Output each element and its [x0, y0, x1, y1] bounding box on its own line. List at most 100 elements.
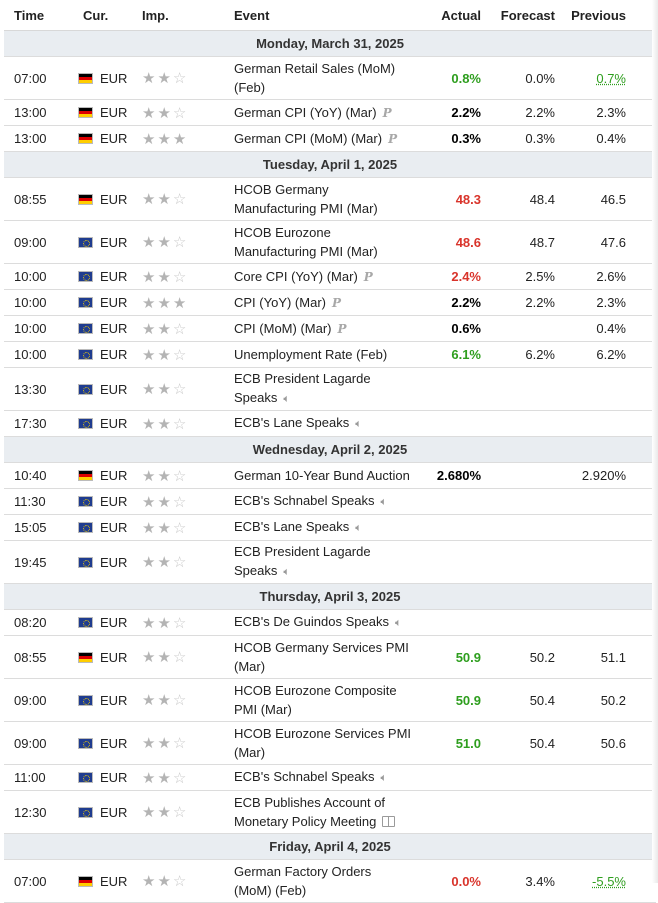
event-row[interactable]: 13:00 EUR ★★☆ German CPI (YoY) (Mar) P 2.2% 2.… [4, 99, 656, 126]
star-filled-icon: ★ [142, 769, 158, 787]
event-name[interactable]: ECB Publishes Account of Monetary Policy… [222, 790, 415, 834]
event-title[interactable]: ECB's Lane Speaks [234, 519, 350, 534]
event-row[interactable]: 09:00 EUR ★★☆ HCOB Eurozone Services PMI (M… [4, 721, 656, 765]
event-time: 10:40 [4, 462, 66, 489]
event-name[interactable]: HCOB Eurozone Manufacturing PMI (Mar) [222, 220, 415, 264]
event-name[interactable]: Core CPI (YoY) (Mar) P [222, 263, 415, 290]
event-row[interactable]: 09:00 EUR ★★☆ HCOB Eurozone Composite PMI (… [4, 678, 656, 722]
event-title[interactable]: CPI (MoM) (Mar) [234, 320, 332, 336]
event-name[interactable]: German CPI (MoM) (Mar) P [222, 125, 415, 152]
event-row[interactable]: 13:30 EUR ★★☆ ECB President Lagarde Speaks 🔈… [4, 367, 656, 411]
event-row[interactable]: 11:00 EUR ★★☆ ECB's Schnabel Speaks 🔈︎ [4, 764, 656, 791]
event-name[interactable]: HCOB Eurozone Services PMI (Mar) [222, 721, 415, 765]
event-name[interactable]: HCOB Germany Manufacturing PMI (Mar) [222, 177, 415, 221]
event-name[interactable]: German 10-Year Bund Auction [222, 462, 415, 489]
event-title[interactable]: Core CPI (YoY) (Mar) [234, 268, 358, 284]
event-previous [569, 764, 656, 791]
header-time[interactable]: Time [4, 0, 66, 31]
event-name[interactable]: ECB's Schnabel Speaks 🔈︎ [222, 488, 415, 515]
event-title[interactable]: German CPI (MoM) (Mar) [234, 130, 383, 146]
event-title[interactable]: HCOB Germany Manufacturing PMI (Mar) [234, 182, 378, 216]
event-title[interactable]: ECB Publishes Account of Monetary Policy… [234, 795, 386, 829]
event-row[interactable]: 08:55 EUR ★★☆ HCOB Germany Services PMI (Ma… [4, 635, 656, 679]
event-title[interactable]: ECB's Schnabel Speaks [234, 769, 375, 784]
event-title[interactable]: German Factory Orders (MoM) (Feb) [234, 864, 372, 898]
header-forecast[interactable]: Forecast [493, 0, 569, 31]
event-title[interactable]: German 10-Year Bund Auction [234, 468, 410, 483]
header-previous[interactable]: Previous [569, 0, 656, 31]
event-title[interactable]: HCOB Eurozone Manufacturing PMI (Mar) [234, 225, 378, 259]
event-row[interactable]: 10:00 EUR ★★★ CPI (YoY) (Mar) P 2.2% 2.2% 2.3% [4, 289, 656, 316]
event-actual: 50.9 [415, 635, 493, 679]
event-actual: 48.3 [415, 177, 493, 221]
event-row[interactable]: 12:30 EUR ★★☆ ECB Publishes Account of Mone… [4, 790, 656, 834]
event-currency: EUR [66, 315, 130, 342]
event-currency: EUR [66, 341, 130, 368]
event-row[interactable]: 08:20 EUR ★★☆ ECB's De Guindos Speaks 🔈︎ [4, 609, 656, 636]
currency-code: EUR [100, 191, 128, 207]
event-previous [569, 514, 656, 541]
event-name[interactable]: CPI (YoY) (Mar) P [222, 289, 415, 316]
importance-stars: ★★☆ [130, 859, 222, 903]
event-row[interactable]: 10:40 EUR ★★☆ German 10-Year Bund Auction 2.… [4, 462, 656, 489]
event-name[interactable]: HCOB Germany Services PMI (Mar) [222, 635, 415, 679]
event-actual [415, 410, 493, 437]
header-event[interactable]: Event [222, 0, 415, 31]
event-time: 10:00 [4, 341, 66, 368]
event-row[interactable]: 09:00 EUR ★★☆ HCOB Eurozone Manufacturing P… [4, 220, 656, 264]
event-title[interactable]: HCOB Germany Services PMI (Mar) [234, 640, 409, 674]
event-name[interactable]: ECB President Lagarde Speaks 🔈︎ [222, 367, 415, 411]
event-title[interactable]: HCOB Eurozone Composite PMI (Mar) [234, 683, 397, 717]
star-filled-icon: ★ [142, 294, 158, 312]
event-row[interactable]: 13:00 EUR ★★★ German CPI (MoM) (Mar) P 0.3% 0.… [4, 125, 656, 152]
date-row: Friday, April 4, 2025 [4, 833, 656, 860]
star-filled-icon: ★ [157, 649, 173, 666]
header-actual[interactable]: Actual [415, 0, 493, 31]
event-actual [415, 764, 493, 791]
event-row[interactable]: 15:05 EUR ★★☆ ECB's Lane Speaks 🔈︎ [4, 514, 656, 541]
previous-value: 50.6 [600, 735, 626, 751]
eu-flag-icon [78, 271, 93, 282]
event-row[interactable]: 08:55 EUR ★★☆ HCOB Germany Manufacturing PM… [4, 177, 656, 221]
event-title[interactable]: CPI (YoY) (Mar) [234, 294, 326, 310]
importance-stars: ★★☆ [130, 678, 222, 722]
event-previous: 46.5 [569, 177, 656, 221]
star-filled-icon: ★ [157, 234, 173, 251]
event-row[interactable]: 07:00 EUR ★★☆ German Retail Sales (MoM) (Fe… [4, 56, 656, 100]
event-row[interactable]: 19:45 EUR ★★☆ ECB President Lagarde Speaks 🔈… [4, 540, 656, 584]
event-name[interactable]: ECB's Lane Speaks 🔈︎ [222, 514, 415, 541]
event-row[interactable]: 11:30 EUR ★★☆ ECB's Schnabel Speaks 🔈︎ [4, 488, 656, 515]
currency-code: EUR [100, 615, 128, 630]
header-importance[interactable]: Imp. [130, 0, 222, 31]
event-row[interactable]: 07:00 EUR ★★☆ German Factory Orders (MoM) (… [4, 859, 656, 903]
currency-code: EUR [100, 520, 128, 535]
event-title[interactable]: Unemployment Rate (Feb) [234, 347, 388, 362]
event-row[interactable]: 10:00 EUR ★★☆ Unemployment Rate (Feb) 6.1% 6.… [4, 341, 656, 368]
event-name[interactable]: German Retail Sales (MoM) (Feb) [222, 56, 415, 100]
event-row[interactable]: 10:00 EUR ★★☆ Core CPI (YoY) (Mar) P 2.4% 2.5%… [4, 263, 656, 290]
event-name[interactable]: German Factory Orders (MoM) (Feb) [222, 859, 415, 903]
event-row[interactable]: 17:30 EUR ★★☆ ECB's Lane Speaks 🔈︎ [4, 410, 656, 437]
event-title[interactable]: ECB President Lagarde Speaks [234, 544, 371, 578]
event-currency: EUR [66, 764, 130, 791]
previous-value: -5.5% [592, 873, 626, 889]
event-title[interactable]: ECB's Schnabel Speaks [234, 493, 375, 508]
event-name[interactable]: ECB's Schnabel Speaks 🔈︎ [222, 764, 415, 791]
event-title[interactable]: ECB's De Guindos Speaks [234, 614, 389, 629]
event-title[interactable]: HCOB Eurozone Services PMI (Mar) [234, 726, 412, 760]
event-name[interactable]: ECB's Lane Speaks 🔈︎ [222, 410, 415, 437]
event-title[interactable]: German CPI (YoY) (Mar) [234, 104, 377, 120]
star-empty-icon: ☆ [172, 873, 189, 890]
event-name[interactable]: ECB's De Guindos Speaks 🔈︎ [222, 609, 415, 636]
event-name[interactable]: HCOB Eurozone Composite PMI (Mar) [222, 678, 415, 722]
event-name[interactable]: German CPI (YoY) (Mar) P [222, 99, 415, 126]
event-name[interactable]: Unemployment Rate (Feb) [222, 341, 415, 368]
event-name[interactable]: CPI (MoM) (Mar) P [222, 315, 415, 342]
event-row[interactable]: 10:00 EUR ★★☆ CPI (MoM) (Mar) P 0.6% 0.4% [4, 315, 656, 342]
event-title[interactable]: ECB President Lagarde Speaks [234, 371, 371, 405]
header-currency[interactable]: Cur. [66, 0, 130, 31]
currency-code: EUR [100, 295, 128, 310]
event-title[interactable]: German Retail Sales (MoM) (Feb) [234, 61, 396, 95]
event-title[interactable]: ECB's Lane Speaks [234, 415, 350, 430]
event-name[interactable]: ECB President Lagarde Speaks 🔈︎ [222, 540, 415, 584]
